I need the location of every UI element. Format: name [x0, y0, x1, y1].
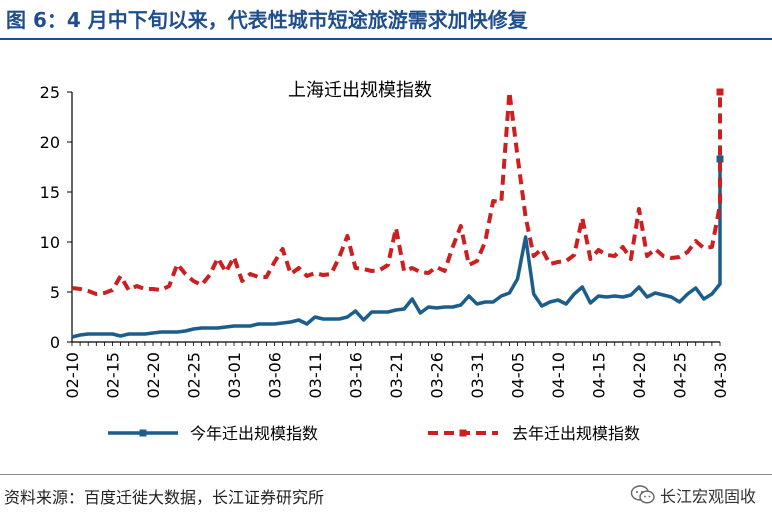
- x-tick-label: 03-01: [225, 352, 244, 399]
- legend-label-this-year: 今年迁出规模指数: [190, 424, 318, 443]
- x-tick-label: 04-30: [711, 352, 730, 399]
- y-tick-label: 15: [40, 183, 60, 202]
- x-tick-label: 02-20: [144, 352, 163, 399]
- legend-marker-this-year: [139, 429, 147, 437]
- x-tick-label: 02-10: [63, 352, 82, 399]
- chart-axes: 0 5 10 15 20 25 02-10 02-15 02-20 02-25 03-01 03-06…: [40, 83, 730, 399]
- x-tick-label: 04-25: [671, 352, 690, 399]
- x-tick-label: 04-15: [590, 352, 609, 399]
- brand-watermark: 长江宏观固收: [625, 481, 760, 509]
- x-tick-label: 02-25: [185, 352, 204, 399]
- source-note: 资料来源：百度迁徙大数据，长江证券研究所: [4, 488, 325, 507]
- y-tick-label: 20: [40, 133, 60, 152]
- series-end-marker-last-year: [716, 88, 724, 96]
- series-line-last-year: [71, 90, 722, 296]
- footer-divider: [0, 474, 772, 475]
- series-end-marker-this-year: [716, 155, 724, 163]
- x-tick-label: 02-15: [104, 352, 123, 399]
- x-tick-label: 03-26: [428, 352, 447, 399]
- legend-label-last-year: 去年迁出规模指数: [512, 424, 640, 443]
- wechat-icon: [630, 485, 655, 504]
- figure-title: 图 6：4 月中下旬以来，代表性城市短途旅游需求加快修复: [6, 8, 528, 32]
- y-tick-label: 10: [40, 233, 60, 252]
- x-tick-label: 03-31: [468, 352, 487, 399]
- x-tick-label: 04-05: [509, 352, 528, 399]
- x-tick-label: 03-06: [266, 352, 285, 399]
- chart-title: 上海迁出规模指数: [288, 80, 432, 101]
- x-tick-label: 04-20: [630, 352, 649, 399]
- x-tick-label: 03-21: [387, 352, 406, 399]
- brand-name: 长江宏观固收: [659, 487, 756, 506]
- y-tick-label: 0: [50, 333, 60, 352]
- y-tick-label: 25: [40, 83, 60, 102]
- series-line-this-year: [71, 159, 722, 339]
- y-tick-label: 5: [50, 283, 60, 302]
- series-layer: [71, 88, 724, 339]
- x-tick-label: 04-10: [549, 352, 568, 399]
- x-tick-label: 03-16: [347, 352, 366, 399]
- title-divider: [0, 38, 772, 40]
- x-tick-label: 03-11: [306, 352, 325, 399]
- legend-marker-last-year: [459, 429, 467, 437]
- chart-legend: 今年迁出规模指数 去年迁出规模指数: [108, 424, 640, 443]
